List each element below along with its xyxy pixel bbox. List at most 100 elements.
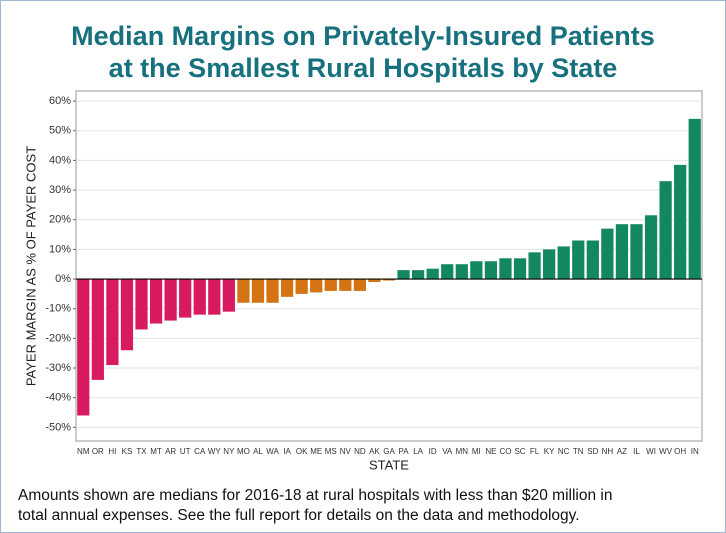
x-tick-label: OK bbox=[296, 447, 308, 456]
bar bbox=[470, 261, 483, 280]
x-tick-label: IL bbox=[633, 447, 640, 456]
x-tick-label: OH bbox=[674, 447, 686, 456]
x-tick-label: HI bbox=[108, 447, 116, 456]
bar bbox=[659, 181, 672, 280]
x-tick-label: NY bbox=[223, 447, 235, 456]
x-tick-label: AL bbox=[253, 447, 263, 456]
bar bbox=[324, 279, 337, 291]
x-tick-label: CA bbox=[194, 447, 206, 456]
x-tick-label: WV bbox=[659, 447, 673, 456]
y-tick-label: 10% bbox=[49, 243, 71, 255]
bar bbox=[149, 279, 163, 324]
y-tick-label: -30% bbox=[45, 362, 71, 374]
bar bbox=[601, 228, 614, 280]
bar bbox=[208, 279, 221, 315]
x-tick-label: IN bbox=[691, 447, 699, 456]
bar bbox=[179, 279, 192, 318]
bar bbox=[164, 279, 177, 321]
chart-title: Median Margins on Privately-Insured Pati… bbox=[71, 21, 655, 51]
bar bbox=[382, 279, 396, 281]
y-tick-label: 20% bbox=[49, 214, 71, 226]
bar bbox=[688, 118, 701, 280]
bar bbox=[455, 264, 468, 280]
bar bbox=[339, 279, 352, 291]
x-tick-label: WA bbox=[266, 447, 279, 456]
y-tick-label: -40% bbox=[45, 392, 71, 404]
bar bbox=[674, 164, 687, 280]
x-tick-label: KS bbox=[122, 447, 133, 456]
x-tick-label: SD bbox=[587, 447, 598, 456]
bar bbox=[397, 270, 410, 280]
x-tick-label: AK bbox=[369, 447, 380, 456]
x-tick-label: KY bbox=[544, 447, 555, 456]
bar bbox=[528, 252, 541, 280]
x-tick-label: MN bbox=[456, 447, 469, 456]
x-tick-label: VA bbox=[442, 447, 453, 456]
bar bbox=[237, 279, 250, 303]
bar bbox=[251, 279, 265, 303]
plot-area bbox=[75, 90, 703, 442]
x-tick-label: PA bbox=[399, 447, 410, 456]
bar bbox=[193, 279, 206, 315]
y-axis-label: PAYER MARGIN AS % OF PAYER COST bbox=[23, 146, 38, 386]
x-tick-label: MI bbox=[472, 447, 481, 456]
x-tick-label: NM bbox=[77, 447, 90, 456]
chart-title: at the Smallest Rural Hospitals by State bbox=[109, 53, 618, 83]
bar bbox=[484, 261, 498, 280]
x-tick-label: NV bbox=[340, 447, 352, 456]
bar bbox=[353, 279, 366, 291]
x-axis-label: STATE bbox=[369, 457, 409, 472]
y-tick-label: 60% bbox=[49, 95, 71, 107]
bar bbox=[77, 279, 90, 416]
bar bbox=[572, 240, 585, 280]
bar bbox=[630, 224, 643, 280]
y-tick-label: 40% bbox=[49, 154, 71, 166]
bar bbox=[615, 224, 629, 280]
bar bbox=[106, 279, 119, 366]
x-tick-label: TX bbox=[136, 447, 147, 456]
bar bbox=[135, 279, 148, 330]
x-tick-label: ND bbox=[354, 447, 366, 456]
bar bbox=[222, 279, 235, 312]
x-tick-label: WI bbox=[646, 447, 656, 456]
x-tick-label: ID bbox=[429, 447, 437, 456]
y-tick-label: -20% bbox=[45, 332, 71, 344]
x-tick-label: AR bbox=[165, 447, 176, 456]
x-tick-label: IA bbox=[283, 447, 291, 456]
x-tick-label: ME bbox=[310, 447, 322, 456]
x-tick-label: NC bbox=[558, 447, 570, 456]
bar bbox=[426, 268, 439, 280]
bar bbox=[266, 279, 279, 303]
bar bbox=[557, 246, 570, 280]
bar bbox=[91, 279, 104, 380]
bar bbox=[120, 279, 134, 351]
x-tick-label: UT bbox=[180, 447, 191, 456]
bar bbox=[644, 215, 658, 280]
bar bbox=[368, 279, 381, 283]
x-tick-label: MT bbox=[150, 447, 162, 456]
y-tick-label: -10% bbox=[45, 303, 71, 315]
x-tick-label: MS bbox=[325, 447, 337, 456]
x-tick-label: TN bbox=[573, 447, 584, 456]
footnote: Amounts shown are medians for 2016-18 at… bbox=[18, 487, 612, 504]
y-tick-label: 0% bbox=[55, 273, 71, 285]
x-tick-label: WY bbox=[208, 447, 222, 456]
x-tick-label: GA bbox=[383, 447, 395, 456]
x-tick-label: LA bbox=[413, 447, 423, 456]
x-tick-label: OR bbox=[92, 447, 104, 456]
bar bbox=[310, 279, 323, 293]
footnote: total annual expenses. See the full repo… bbox=[18, 507, 580, 524]
bar bbox=[586, 240, 599, 280]
bar bbox=[412, 270, 425, 280]
x-tick-label: FL bbox=[530, 447, 540, 456]
x-tick-label: MO bbox=[237, 447, 250, 456]
x-tick-label: AZ bbox=[617, 447, 627, 456]
y-tick-label: -50% bbox=[45, 421, 71, 433]
bar bbox=[280, 279, 294, 297]
y-tick-label: 30% bbox=[49, 184, 71, 196]
bar bbox=[543, 249, 556, 280]
bar bbox=[295, 279, 308, 294]
x-tick-label: NH bbox=[602, 447, 614, 456]
x-tick-label: CO bbox=[499, 447, 511, 456]
